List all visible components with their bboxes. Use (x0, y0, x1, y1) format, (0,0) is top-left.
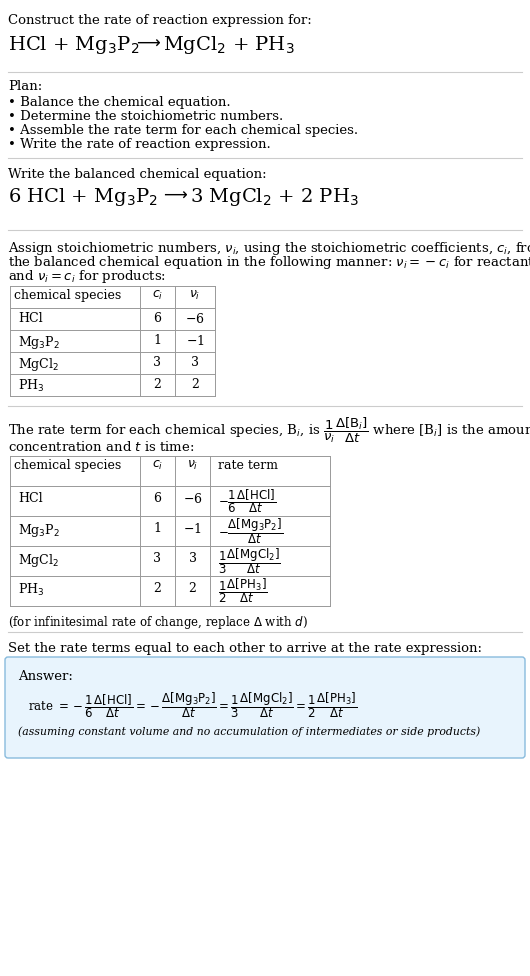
Text: $-$1: $-$1 (183, 522, 202, 536)
Text: MgCl$_2$: MgCl$_2$ (18, 552, 59, 569)
Text: (assuming constant volume and no accumulation of intermediates or side products): (assuming constant volume and no accumul… (18, 726, 480, 737)
Text: 3: 3 (191, 356, 199, 369)
Text: 2: 2 (154, 378, 162, 391)
Text: 2: 2 (189, 582, 197, 595)
Text: 6: 6 (154, 492, 162, 505)
Text: $\nu_i$: $\nu_i$ (187, 459, 198, 472)
Text: • Balance the chemical equation.: • Balance the chemical equation. (8, 96, 231, 109)
Text: The rate term for each chemical species, B$_i$, is $\dfrac{1}{\nu_i}\dfrac{\Delt: The rate term for each chemical species,… (8, 416, 530, 445)
Text: Write the balanced chemical equation:: Write the balanced chemical equation: (8, 168, 267, 181)
Text: the balanced chemical equation in the following manner: $\nu_i = -c_i$ for react: the balanced chemical equation in the fo… (8, 254, 530, 271)
Text: $-\dfrac{\Delta[\mathrm{Mg_3P_2}]}{\Delta t}$: $-\dfrac{\Delta[\mathrm{Mg_3P_2}]}{\Delt… (218, 516, 283, 546)
Text: $\nu_i$: $\nu_i$ (189, 289, 201, 303)
Text: Construct the rate of reaction expression for:: Construct the rate of reaction expressio… (8, 14, 312, 27)
Text: MgCl$_2$: MgCl$_2$ (18, 356, 59, 373)
Text: $\longrightarrow$: $\longrightarrow$ (133, 34, 161, 51)
Text: Set the rate terms equal to each other to arrive at the rate expression:: Set the rate terms equal to each other t… (8, 642, 482, 655)
Text: MgCl$_2$ + PH$_3$: MgCl$_2$ + PH$_3$ (163, 34, 295, 56)
Text: 3: 3 (154, 356, 162, 369)
Text: (for infinitesimal rate of change, replace $\Delta$ with $d$): (for infinitesimal rate of change, repla… (8, 614, 308, 631)
Text: $\dfrac{1}{3}\dfrac{\Delta[\mathrm{MgCl_2}]}{\Delta t}$: $\dfrac{1}{3}\dfrac{\Delta[\mathrm{MgCl_… (218, 547, 281, 576)
Text: • Write the rate of reaction expression.: • Write the rate of reaction expression. (8, 138, 271, 151)
Text: 2: 2 (191, 378, 199, 391)
FancyBboxPatch shape (5, 657, 525, 758)
Text: $\longrightarrow$: $\longrightarrow$ (160, 186, 188, 203)
Text: $-$6: $-$6 (183, 492, 202, 506)
Text: HCl + Mg$_3$P$_2$: HCl + Mg$_3$P$_2$ (8, 34, 139, 56)
Text: Answer:: Answer: (18, 670, 73, 683)
Text: chemical species: chemical species (14, 459, 121, 472)
Text: 3: 3 (189, 552, 197, 565)
Text: 6 HCl + Mg$_3$P$_2$: 6 HCl + Mg$_3$P$_2$ (8, 186, 158, 208)
Text: 1: 1 (154, 522, 162, 535)
Text: Mg$_3$P$_2$: Mg$_3$P$_2$ (18, 522, 60, 539)
Text: • Determine the stoichiometric numbers.: • Determine the stoichiometric numbers. (8, 110, 283, 123)
Text: 6: 6 (154, 312, 162, 325)
Text: and $\nu_i = c_i$ for products:: and $\nu_i = c_i$ for products: (8, 268, 166, 285)
Text: $\dfrac{1}{2}\dfrac{\Delta[\mathrm{PH_3}]}{\Delta t}$: $\dfrac{1}{2}\dfrac{\Delta[\mathrm{PH_3}… (218, 577, 268, 605)
Text: PH$_3$: PH$_3$ (18, 582, 45, 598)
Text: rate $= -\dfrac{1}{6}\dfrac{\Delta[\mathrm{HCl}]}{\Delta t} = -\dfrac{\Delta[\ma: rate $= -\dfrac{1}{6}\dfrac{\Delta[\math… (28, 690, 357, 719)
Text: Mg$_3$P$_2$: Mg$_3$P$_2$ (18, 334, 60, 351)
Text: Assign stoichiometric numbers, $\nu_i$, using the stoichiometric coefficients, $: Assign stoichiometric numbers, $\nu_i$, … (8, 240, 530, 257)
Text: concentration and $t$ is time:: concentration and $t$ is time: (8, 440, 195, 454)
Text: $c_i$: $c_i$ (152, 289, 163, 303)
Text: HCl: HCl (18, 312, 42, 325)
Text: PH$_3$: PH$_3$ (18, 378, 45, 394)
Text: $-$6: $-$6 (185, 312, 205, 326)
Text: 3: 3 (154, 552, 162, 565)
Text: • Assemble the rate term for each chemical species.: • Assemble the rate term for each chemic… (8, 124, 358, 137)
Text: 2: 2 (154, 582, 162, 595)
Text: $-$1: $-$1 (186, 334, 205, 348)
Text: 3 MgCl$_2$ + 2 PH$_3$: 3 MgCl$_2$ + 2 PH$_3$ (190, 186, 359, 208)
Text: HCl: HCl (18, 492, 42, 505)
Text: $c_i$: $c_i$ (152, 459, 163, 472)
Text: Plan:: Plan: (8, 80, 42, 93)
Text: chemical species: chemical species (14, 289, 121, 302)
Text: 1: 1 (154, 334, 162, 347)
Text: $-\dfrac{1}{6}\dfrac{\Delta[\mathrm{HCl}]}{\Delta t}$: $-\dfrac{1}{6}\dfrac{\Delta[\mathrm{HCl}… (218, 487, 276, 515)
Text: rate term: rate term (218, 459, 278, 472)
